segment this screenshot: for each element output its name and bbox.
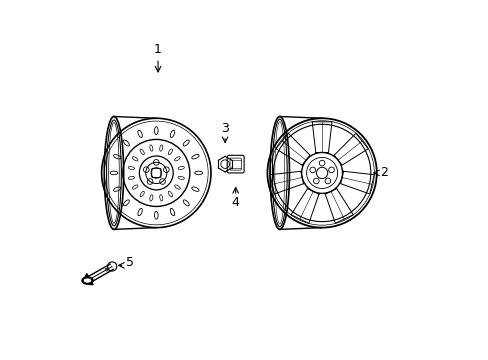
Text: 5: 5 xyxy=(125,256,134,269)
Text: 2: 2 xyxy=(379,166,387,179)
Text: 1: 1 xyxy=(154,43,162,56)
Polygon shape xyxy=(85,274,93,285)
Ellipse shape xyxy=(81,277,93,284)
Text: 3: 3 xyxy=(221,122,228,135)
Text: 4: 4 xyxy=(231,197,239,210)
Ellipse shape xyxy=(83,278,91,283)
